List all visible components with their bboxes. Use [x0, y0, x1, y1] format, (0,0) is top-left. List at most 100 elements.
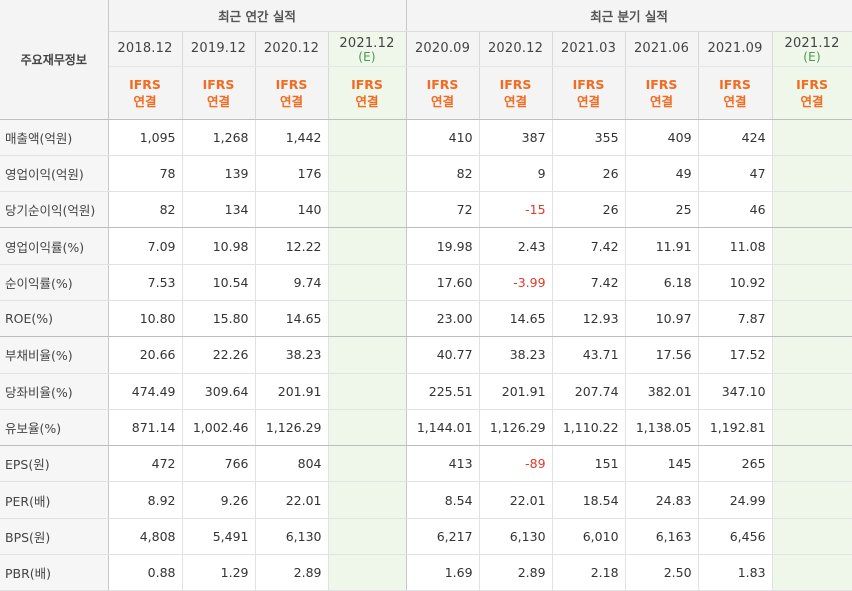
value-cell: 1,002.46	[182, 409, 256, 447]
value-cell: 1,442	[255, 119, 329, 156]
table-row: 순이익률(%) 7.53 10.54 9.74 17.60 -3.99 7.42 6.18 10…	[0, 264, 852, 301]
row-label: PER(배)	[0, 481, 109, 519]
value-cell: 15.80	[182, 300, 256, 338]
value-cell: 24.99	[698, 481, 773, 519]
row-label: EPS(원)	[0, 445, 109, 483]
value-cell: 1,126.29	[255, 409, 329, 447]
consolidated-label: 연결	[431, 93, 455, 109]
row-label: PBR(배)	[0, 554, 109, 591]
value-cell: 472	[108, 445, 183, 483]
value-cell: 1,095	[108, 119, 183, 156]
value-cell	[328, 373, 407, 410]
value-cell	[772, 409, 852, 447]
ifrs-label: IFRS 연결	[108, 66, 183, 120]
ifrs-standard: IFRS	[129, 76, 161, 92]
value-cell: 49	[625, 155, 699, 193]
value-cell: 14.65	[479, 300, 553, 338]
value-cell: 43.71	[552, 336, 626, 374]
value-cell: 1.29	[182, 554, 256, 591]
consolidated-label: 연결	[133, 93, 157, 109]
value-cell: 6,217	[406, 518, 480, 556]
value-cell: 225.51	[406, 373, 480, 410]
value-cell	[328, 227, 407, 265]
ifrs-label: IFRS 연결	[698, 66, 773, 120]
ifrs-standard: IFRS	[645, 76, 678, 92]
value-cell: 11.08	[698, 227, 773, 265]
value-cell: 19.98	[406, 227, 480, 265]
ifrs-standard: IFRS	[572, 76, 605, 92]
ifrs-label: IFRS 연결	[182, 66, 256, 120]
ifrs-label: IFRS 연결	[625, 66, 699, 120]
period-date: 2018.12	[117, 41, 173, 56]
value-cell: 9	[479, 155, 553, 193]
value-cell: 2.50	[625, 554, 699, 591]
value-cell: 6,130	[255, 518, 329, 556]
period-header: 2021.12 (E)	[772, 31, 852, 67]
value-cell: 78	[108, 155, 183, 193]
period-date: 2021.12	[784, 35, 840, 51]
table-row: 당좌비율(%) 474.49 309.64 201.91 225.51 201.91 207…	[0, 373, 852, 410]
period-header: 2021.03	[552, 31, 626, 67]
value-cell: 1,126.29	[479, 409, 553, 447]
value-cell: 8.92	[108, 481, 183, 519]
period-header: 2020.09	[406, 31, 480, 67]
value-cell: 7.09	[108, 227, 183, 265]
consolidated-label: 연결	[206, 93, 230, 109]
value-cell	[328, 264, 407, 301]
value-cell	[328, 445, 407, 483]
value-cell: 1,138.05	[625, 409, 699, 447]
value-cell	[772, 155, 852, 193]
value-cell: 6.18	[625, 264, 699, 301]
table-body: 매출액(억원) 1,095 1,268 1,442 410 387 355 409 424 영업이…	[0, 119, 852, 591]
row-label: 당좌비율(%)	[0, 373, 109, 410]
quarter-group-title: 최근 분기 실적	[406, 0, 852, 32]
value-cell: 4,808	[108, 518, 183, 556]
value-cell: -89	[479, 445, 553, 483]
table-row: ROE(%) 10.80 15.80 14.65 23.00 14.65 12.93 10.9…	[0, 300, 852, 338]
value-cell: 38.23	[479, 336, 553, 374]
period-header: 2021.06	[625, 31, 699, 67]
value-cell: 2.89	[255, 554, 329, 591]
value-cell: 1,192.81	[698, 409, 773, 447]
value-cell: 424	[698, 119, 773, 156]
value-cell	[772, 191, 852, 229]
value-cell: 347.10	[698, 373, 773, 410]
value-cell: 20.66	[108, 336, 183, 374]
ifrs-standard: IFRS	[499, 76, 532, 92]
estimate-marker: (E)	[803, 49, 821, 64]
value-cell: 6,010	[552, 518, 626, 556]
value-cell	[328, 554, 407, 591]
ifrs-standard: IFRS	[202, 76, 235, 92]
value-cell: 14.65	[255, 300, 329, 338]
value-cell: 72	[406, 191, 480, 229]
table-row: BPS(원) 4,808 5,491 6,130 6,217 6,130 6,010 6,16…	[0, 518, 852, 556]
value-cell: 47	[698, 155, 773, 193]
value-cell: 26	[552, 191, 626, 229]
value-cell: 10.80	[108, 300, 183, 338]
value-cell	[772, 300, 852, 338]
value-cell: 413	[406, 445, 480, 483]
value-cell	[772, 445, 852, 483]
value-cell: -15	[479, 191, 553, 229]
consolidated-label: 연결	[577, 93, 601, 109]
value-cell: 2.43	[479, 227, 553, 265]
value-cell: 7.53	[108, 264, 183, 301]
value-cell: 201.91	[479, 373, 553, 410]
value-cell: 7.87	[698, 300, 773, 338]
value-cell: 10.92	[698, 264, 773, 301]
value-cell	[328, 155, 407, 193]
value-cell: 23.00	[406, 300, 480, 338]
value-cell	[328, 481, 407, 519]
estimate-marker: (E)	[358, 49, 376, 64]
value-cell: -3.99	[479, 264, 553, 301]
consolidated-label: 연결	[279, 93, 303, 109]
ifrs-label: IFRS 연결	[772, 66, 852, 120]
value-cell: 22.26	[182, 336, 256, 374]
value-cell: 134	[182, 191, 256, 229]
consolidated-label: 연결	[800, 93, 824, 109]
table-row: 매출액(억원) 1,095 1,268 1,442 410 387 355 409 424	[0, 119, 852, 156]
period-date: 2021.03	[560, 41, 617, 56]
row-label: 부채비율(%)	[0, 336, 109, 374]
value-cell: 17.56	[625, 336, 699, 374]
